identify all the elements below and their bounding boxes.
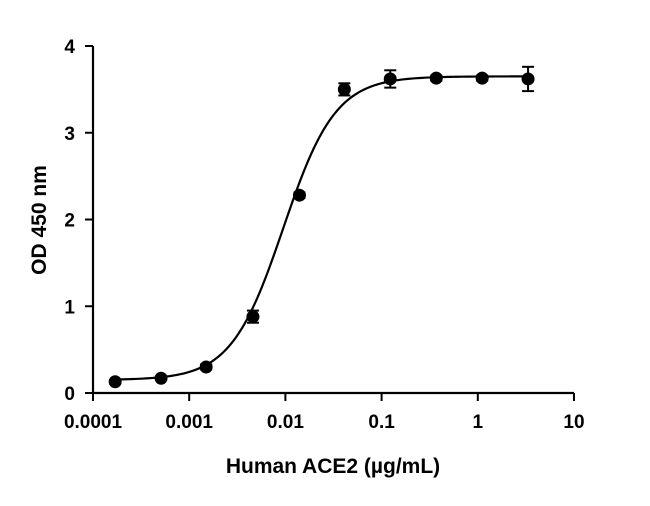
data-point (154, 371, 168, 385)
data-point (337, 82, 351, 97)
ticks: 0.0001 0.001 0.01 0.1 1 10 0 1 2 3 4 (64, 37, 585, 433)
data-points (108, 65, 535, 389)
x-axis-title: Human ACE2 (µg/mL) (226, 455, 440, 478)
data-marker (154, 371, 168, 385)
data-marker (108, 375, 122, 389)
y-tick-label: 2 (64, 211, 75, 232)
x-tick-label: 10 (563, 412, 584, 433)
data-point (108, 375, 122, 389)
data-marker (337, 82, 351, 96)
data-marker (199, 360, 213, 374)
y-tick-label: 1 (64, 297, 75, 318)
data-marker (292, 188, 306, 202)
data-marker (246, 310, 260, 324)
data-marker (475, 71, 489, 85)
x-tick-label: 0.01 (267, 412, 304, 433)
data-marker (429, 71, 443, 85)
axes (91, 46, 574, 395)
y-tick-label: 4 (64, 37, 75, 58)
x-tick-label: 0.0001 (64, 412, 123, 433)
x-tick-label: 0.001 (165, 412, 213, 433)
data-point (199, 360, 213, 374)
fit-curve (115, 75, 529, 381)
data-point (246, 309, 260, 324)
data-point (429, 71, 443, 85)
data-marker (521, 72, 535, 86)
data-marker (383, 72, 397, 86)
data-point (383, 69, 397, 89)
y-axis-title: OD 450 nm (28, 165, 51, 275)
data-point (292, 188, 306, 202)
data-point (475, 71, 489, 85)
x-tick-label: 1 (473, 412, 484, 433)
y-tick-label: 3 (64, 124, 75, 145)
y-tick-label: 0 (64, 384, 75, 405)
data-point (521, 65, 535, 93)
x-tick-label: 0.1 (368, 412, 395, 433)
